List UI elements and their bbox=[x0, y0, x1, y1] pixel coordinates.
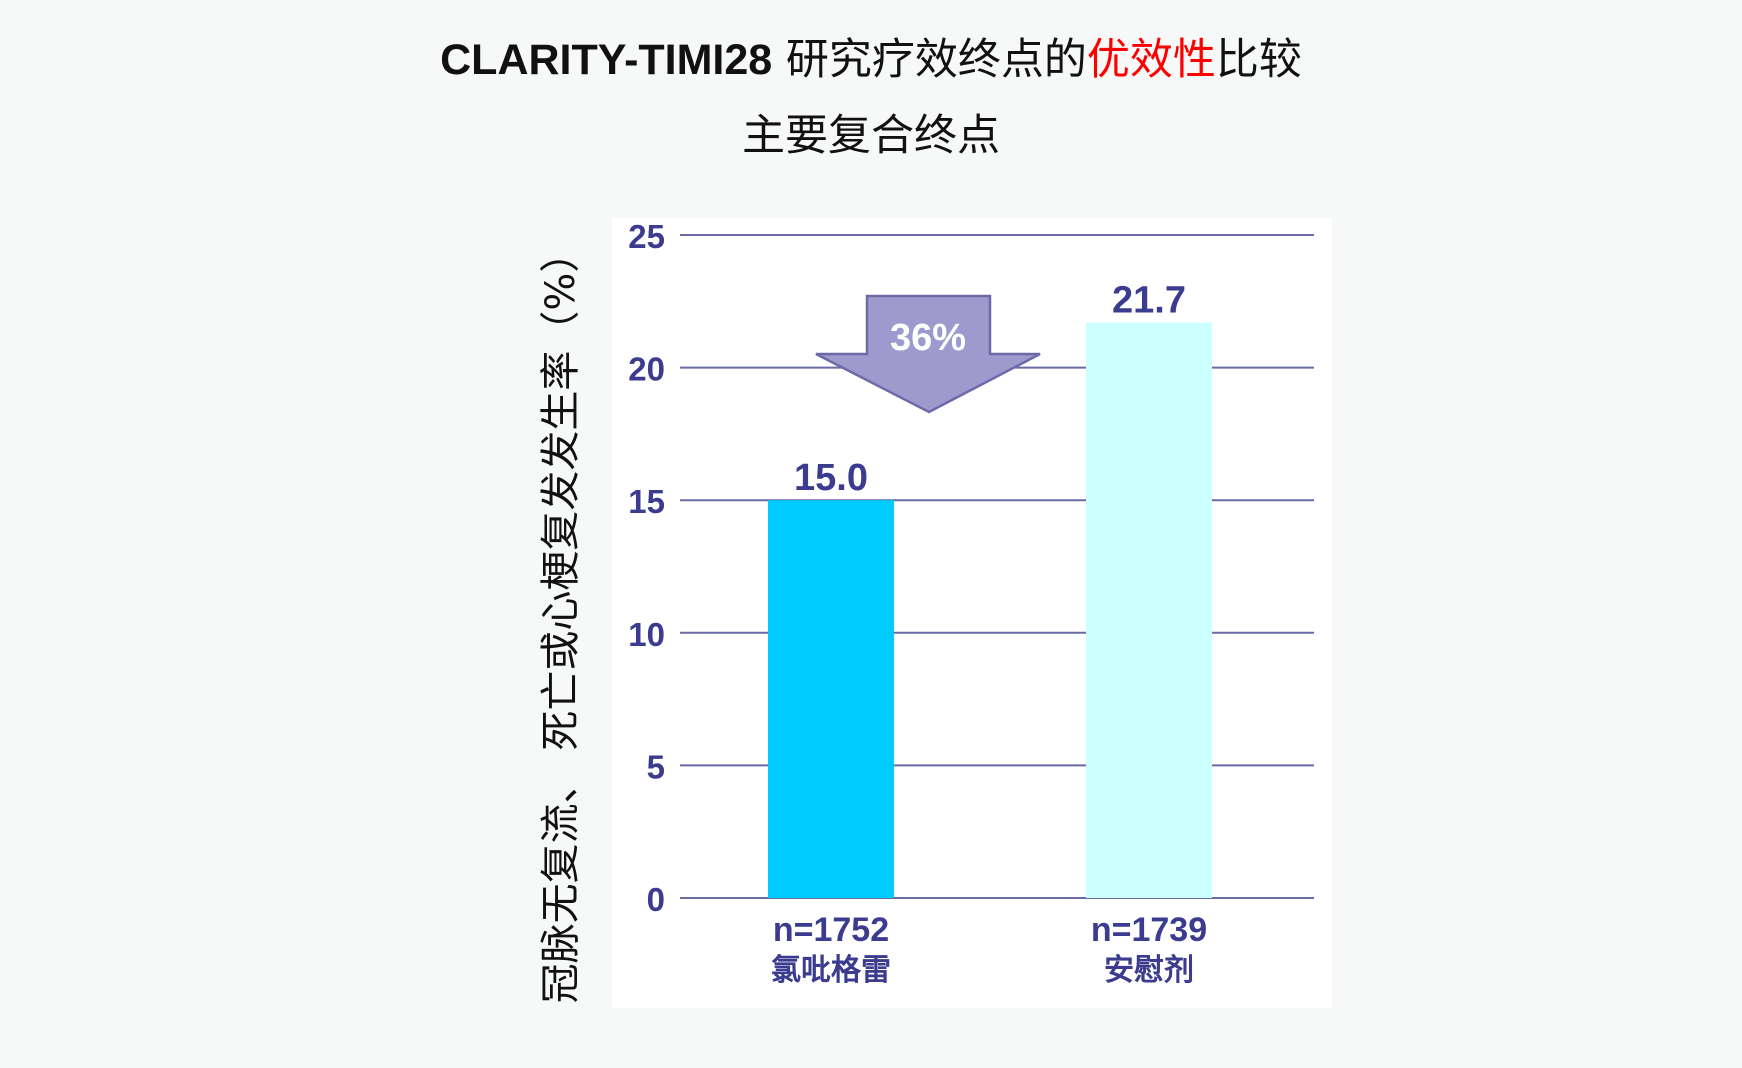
page-subtitle: 主要复合终点 bbox=[742, 111, 1000, 161]
data-label: 21.7 bbox=[1112, 280, 1186, 322]
title-text: 研究疗效终点的 bbox=[772, 35, 1087, 85]
x-tick-label: 安慰剂 bbox=[1104, 953, 1194, 988]
y-tick-label: 0 bbox=[647, 881, 665, 918]
reduction-arrow-icon bbox=[815, 294, 1041, 414]
x-tick-label: 氯吡格雷 bbox=[771, 953, 891, 988]
title-highlight: 优效性 bbox=[1086, 35, 1216, 85]
x-tick-sample-size: n=1739 bbox=[1091, 911, 1207, 949]
page-title: CLARITY-TIMI28 研究疗效终点的优效性比较 bbox=[0, 30, 1742, 90]
arrow-annotation-label: 36% bbox=[890, 317, 966, 359]
y-tick-label: 25 bbox=[628, 218, 665, 255]
bar bbox=[768, 500, 894, 898]
title-study-name: CLARITY-TIMI28 bbox=[440, 36, 773, 84]
y-tick-label: 10 bbox=[628, 616, 665, 653]
title-text-end: 比较 bbox=[1215, 35, 1302, 85]
x-tick-sample-size: n=1752 bbox=[773, 911, 889, 949]
y-tick-label: 20 bbox=[628, 351, 665, 388]
bar bbox=[1086, 322, 1212, 898]
y-tick-label: 15 bbox=[628, 483, 665, 520]
y-tick-label: 5 bbox=[647, 748, 665, 785]
data-label: 15.0 bbox=[794, 457, 868, 499]
